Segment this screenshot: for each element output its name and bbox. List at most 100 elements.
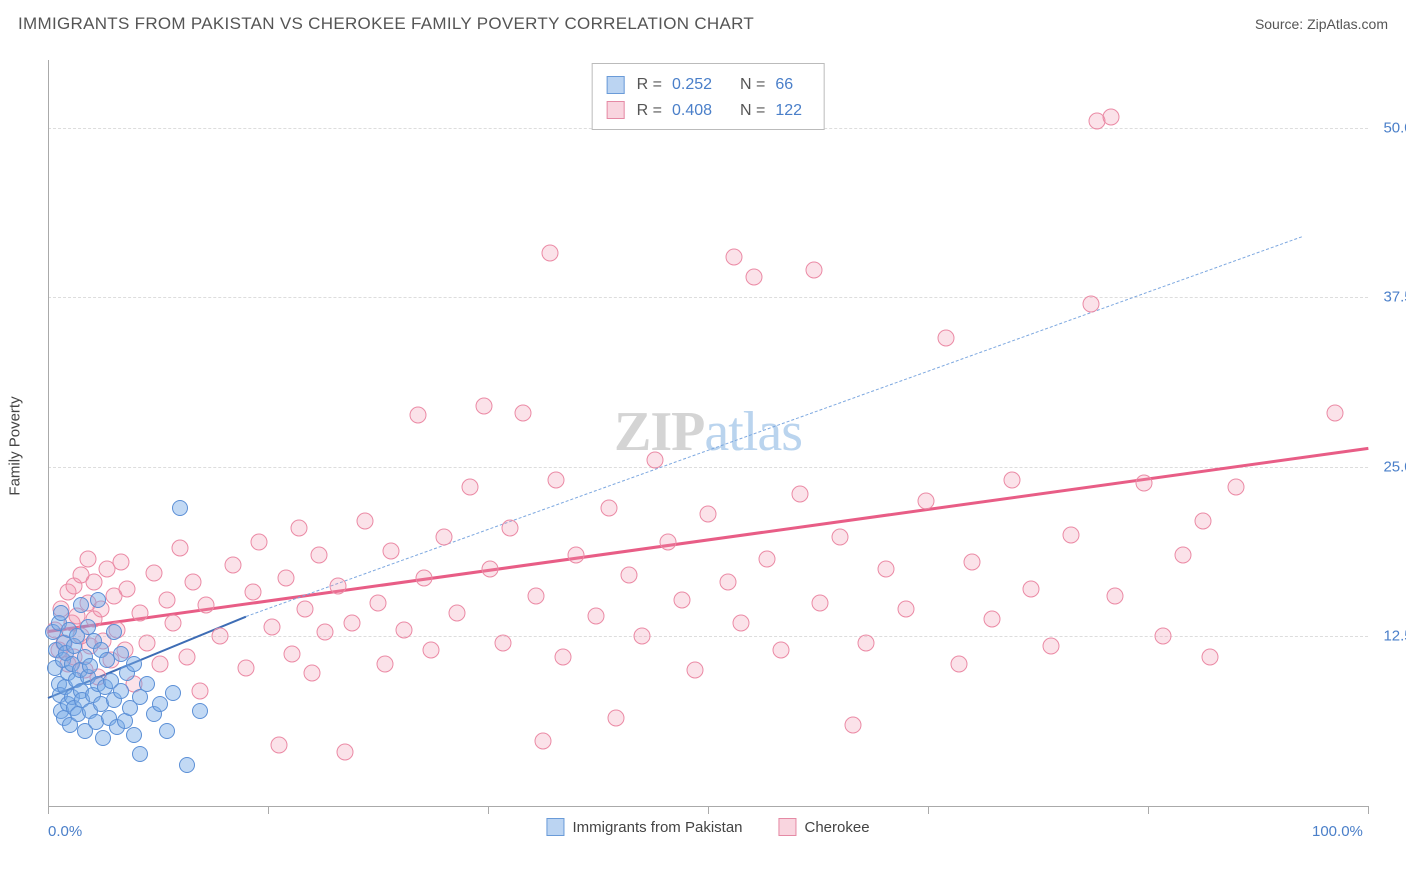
data-point	[792, 486, 809, 503]
data-point	[1135, 475, 1152, 492]
legend-row-blue: R =0.252N =66	[607, 72, 806, 98]
data-point	[376, 655, 393, 672]
data-point	[90, 592, 106, 608]
data-point	[396, 621, 413, 638]
data-point	[917, 492, 934, 509]
data-point	[113, 683, 129, 699]
data-point	[673, 591, 690, 608]
x-tick	[928, 806, 929, 814]
data-point	[436, 529, 453, 546]
chart-title: IMMIGRANTS FROM PAKISTAN VS CHEROKEE FAM…	[18, 14, 754, 34]
data-point	[634, 628, 651, 645]
data-point	[238, 659, 255, 676]
x-tick	[1148, 806, 1149, 814]
data-point	[317, 624, 334, 641]
data-point	[1195, 513, 1212, 530]
data-point	[73, 597, 89, 613]
data-point	[139, 635, 156, 652]
data-point	[647, 452, 664, 469]
data-point	[1175, 547, 1192, 564]
data-point	[1201, 648, 1218, 665]
data-point	[106, 624, 122, 640]
data-point	[337, 743, 354, 760]
y-tick-label: 12.5%	[1383, 628, 1406, 645]
data-point	[112, 553, 129, 570]
data-point	[1082, 296, 1099, 313]
data-point	[191, 682, 208, 699]
data-point	[152, 696, 168, 712]
data-point	[515, 404, 532, 421]
legend-row-pink: R =0.408N =122	[607, 98, 806, 124]
data-point	[211, 628, 228, 645]
y-tick-label: 37.5%	[1383, 289, 1406, 306]
data-point	[686, 662, 703, 679]
data-point	[964, 553, 981, 570]
data-point	[1043, 637, 1060, 654]
data-point	[568, 547, 585, 564]
data-point	[277, 570, 294, 587]
data-point	[719, 574, 736, 591]
data-point	[502, 519, 519, 536]
data-point	[1228, 479, 1245, 496]
data-point	[462, 479, 479, 496]
data-point	[172, 540, 189, 557]
series-legend: Immigrants from PakistanCherokee	[546, 818, 869, 836]
data-point	[449, 605, 466, 622]
legend-item-pink: Cherokee	[779, 818, 870, 836]
data-point	[805, 262, 822, 279]
data-point	[528, 587, 545, 604]
data-point	[746, 269, 763, 286]
data-point	[290, 519, 307, 536]
data-point	[159, 723, 175, 739]
data-point	[772, 642, 789, 659]
data-point	[898, 601, 915, 618]
source-attribution: Source: ZipAtlas.com	[1255, 16, 1388, 32]
data-point	[132, 746, 148, 762]
data-point	[482, 560, 499, 577]
data-point	[152, 655, 169, 672]
x-tick	[48, 806, 49, 814]
data-point	[733, 614, 750, 631]
gridline-h	[48, 297, 1368, 298]
correlation-legend: R =0.252N =66R =0.408N =122	[592, 63, 825, 130]
data-point	[535, 732, 552, 749]
watermark: ZIPatlas	[614, 400, 802, 464]
data-point	[495, 635, 512, 652]
gridline-h	[48, 467, 1368, 468]
data-point	[1063, 526, 1080, 543]
data-point	[475, 397, 492, 414]
data-point	[541, 244, 558, 261]
swatch-pink	[607, 101, 625, 119]
data-point	[660, 533, 677, 550]
y-axis-label: Family Poverty	[7, 396, 24, 495]
y-tick-label: 25.0%	[1383, 458, 1406, 475]
data-point	[139, 676, 155, 692]
trend-line	[48, 447, 1368, 633]
data-point	[1327, 404, 1344, 421]
data-point	[224, 556, 241, 573]
data-point	[356, 513, 373, 530]
data-point	[165, 685, 181, 701]
y-axis	[48, 60, 49, 806]
x-tick	[268, 806, 269, 814]
y-tick-label: 50.0%	[1383, 119, 1406, 136]
data-point	[607, 709, 624, 726]
data-point	[422, 642, 439, 659]
data-point	[726, 248, 743, 265]
data-point	[304, 665, 321, 682]
data-point	[554, 648, 571, 665]
data-point	[79, 551, 96, 568]
swatch-blue	[607, 76, 625, 94]
header: IMMIGRANTS FROM PAKISTAN VS CHEROKEE FAM…	[0, 0, 1406, 48]
data-point	[409, 407, 426, 424]
data-point	[1102, 108, 1119, 125]
data-point	[845, 716, 862, 733]
data-point	[178, 648, 195, 665]
data-point	[95, 730, 111, 746]
data-point	[82, 658, 98, 674]
data-point	[297, 601, 314, 618]
data-point	[1023, 580, 1040, 597]
data-point	[620, 567, 637, 584]
data-point	[198, 597, 215, 614]
data-point	[119, 580, 136, 597]
